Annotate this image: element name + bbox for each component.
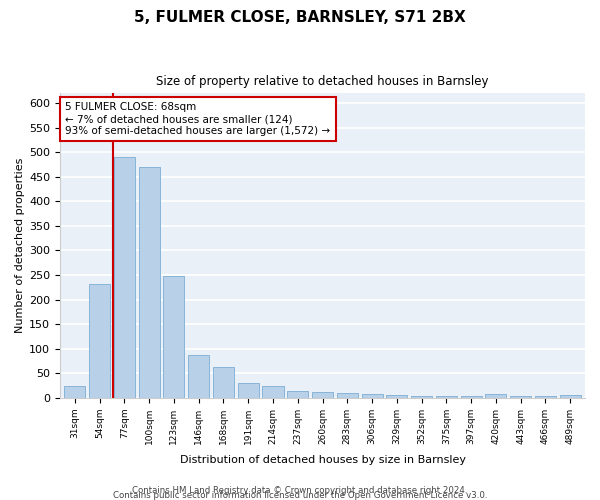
Bar: [213, 367, 234, 398]
Bar: [139, 167, 160, 398]
Bar: [436, 396, 457, 398]
Bar: [535, 396, 556, 398]
Text: 5 FULMER CLOSE: 68sqm
← 7% of detached houses are smaller (124)
93% of semi-deta: 5 FULMER CLOSE: 68sqm ← 7% of detached h…: [65, 102, 331, 136]
Bar: [238, 383, 259, 398]
Bar: [114, 157, 135, 398]
Bar: [386, 396, 407, 398]
Text: Contains public sector information licensed under the Open Government Licence v3: Contains public sector information licen…: [113, 490, 487, 500]
Bar: [64, 386, 85, 398]
Bar: [262, 386, 284, 398]
Y-axis label: Number of detached properties: Number of detached properties: [15, 158, 25, 333]
Text: 5, FULMER CLOSE, BARNSLEY, S71 2BX: 5, FULMER CLOSE, BARNSLEY, S71 2BX: [134, 10, 466, 25]
Bar: [510, 396, 531, 398]
Bar: [560, 396, 581, 398]
Bar: [485, 394, 506, 398]
X-axis label: Distribution of detached houses by size in Barnsley: Distribution of detached houses by size …: [179, 455, 466, 465]
Bar: [337, 393, 358, 398]
Bar: [188, 354, 209, 398]
Text: Contains HM Land Registry data © Crown copyright and database right 2024.: Contains HM Land Registry data © Crown c…: [132, 486, 468, 495]
Title: Size of property relative to detached houses in Barnsley: Size of property relative to detached ho…: [156, 75, 489, 88]
Bar: [312, 392, 333, 398]
Bar: [287, 392, 308, 398]
Bar: [461, 396, 482, 398]
Bar: [411, 396, 432, 398]
Bar: [163, 276, 184, 398]
Bar: [89, 284, 110, 398]
Bar: [362, 394, 383, 398]
